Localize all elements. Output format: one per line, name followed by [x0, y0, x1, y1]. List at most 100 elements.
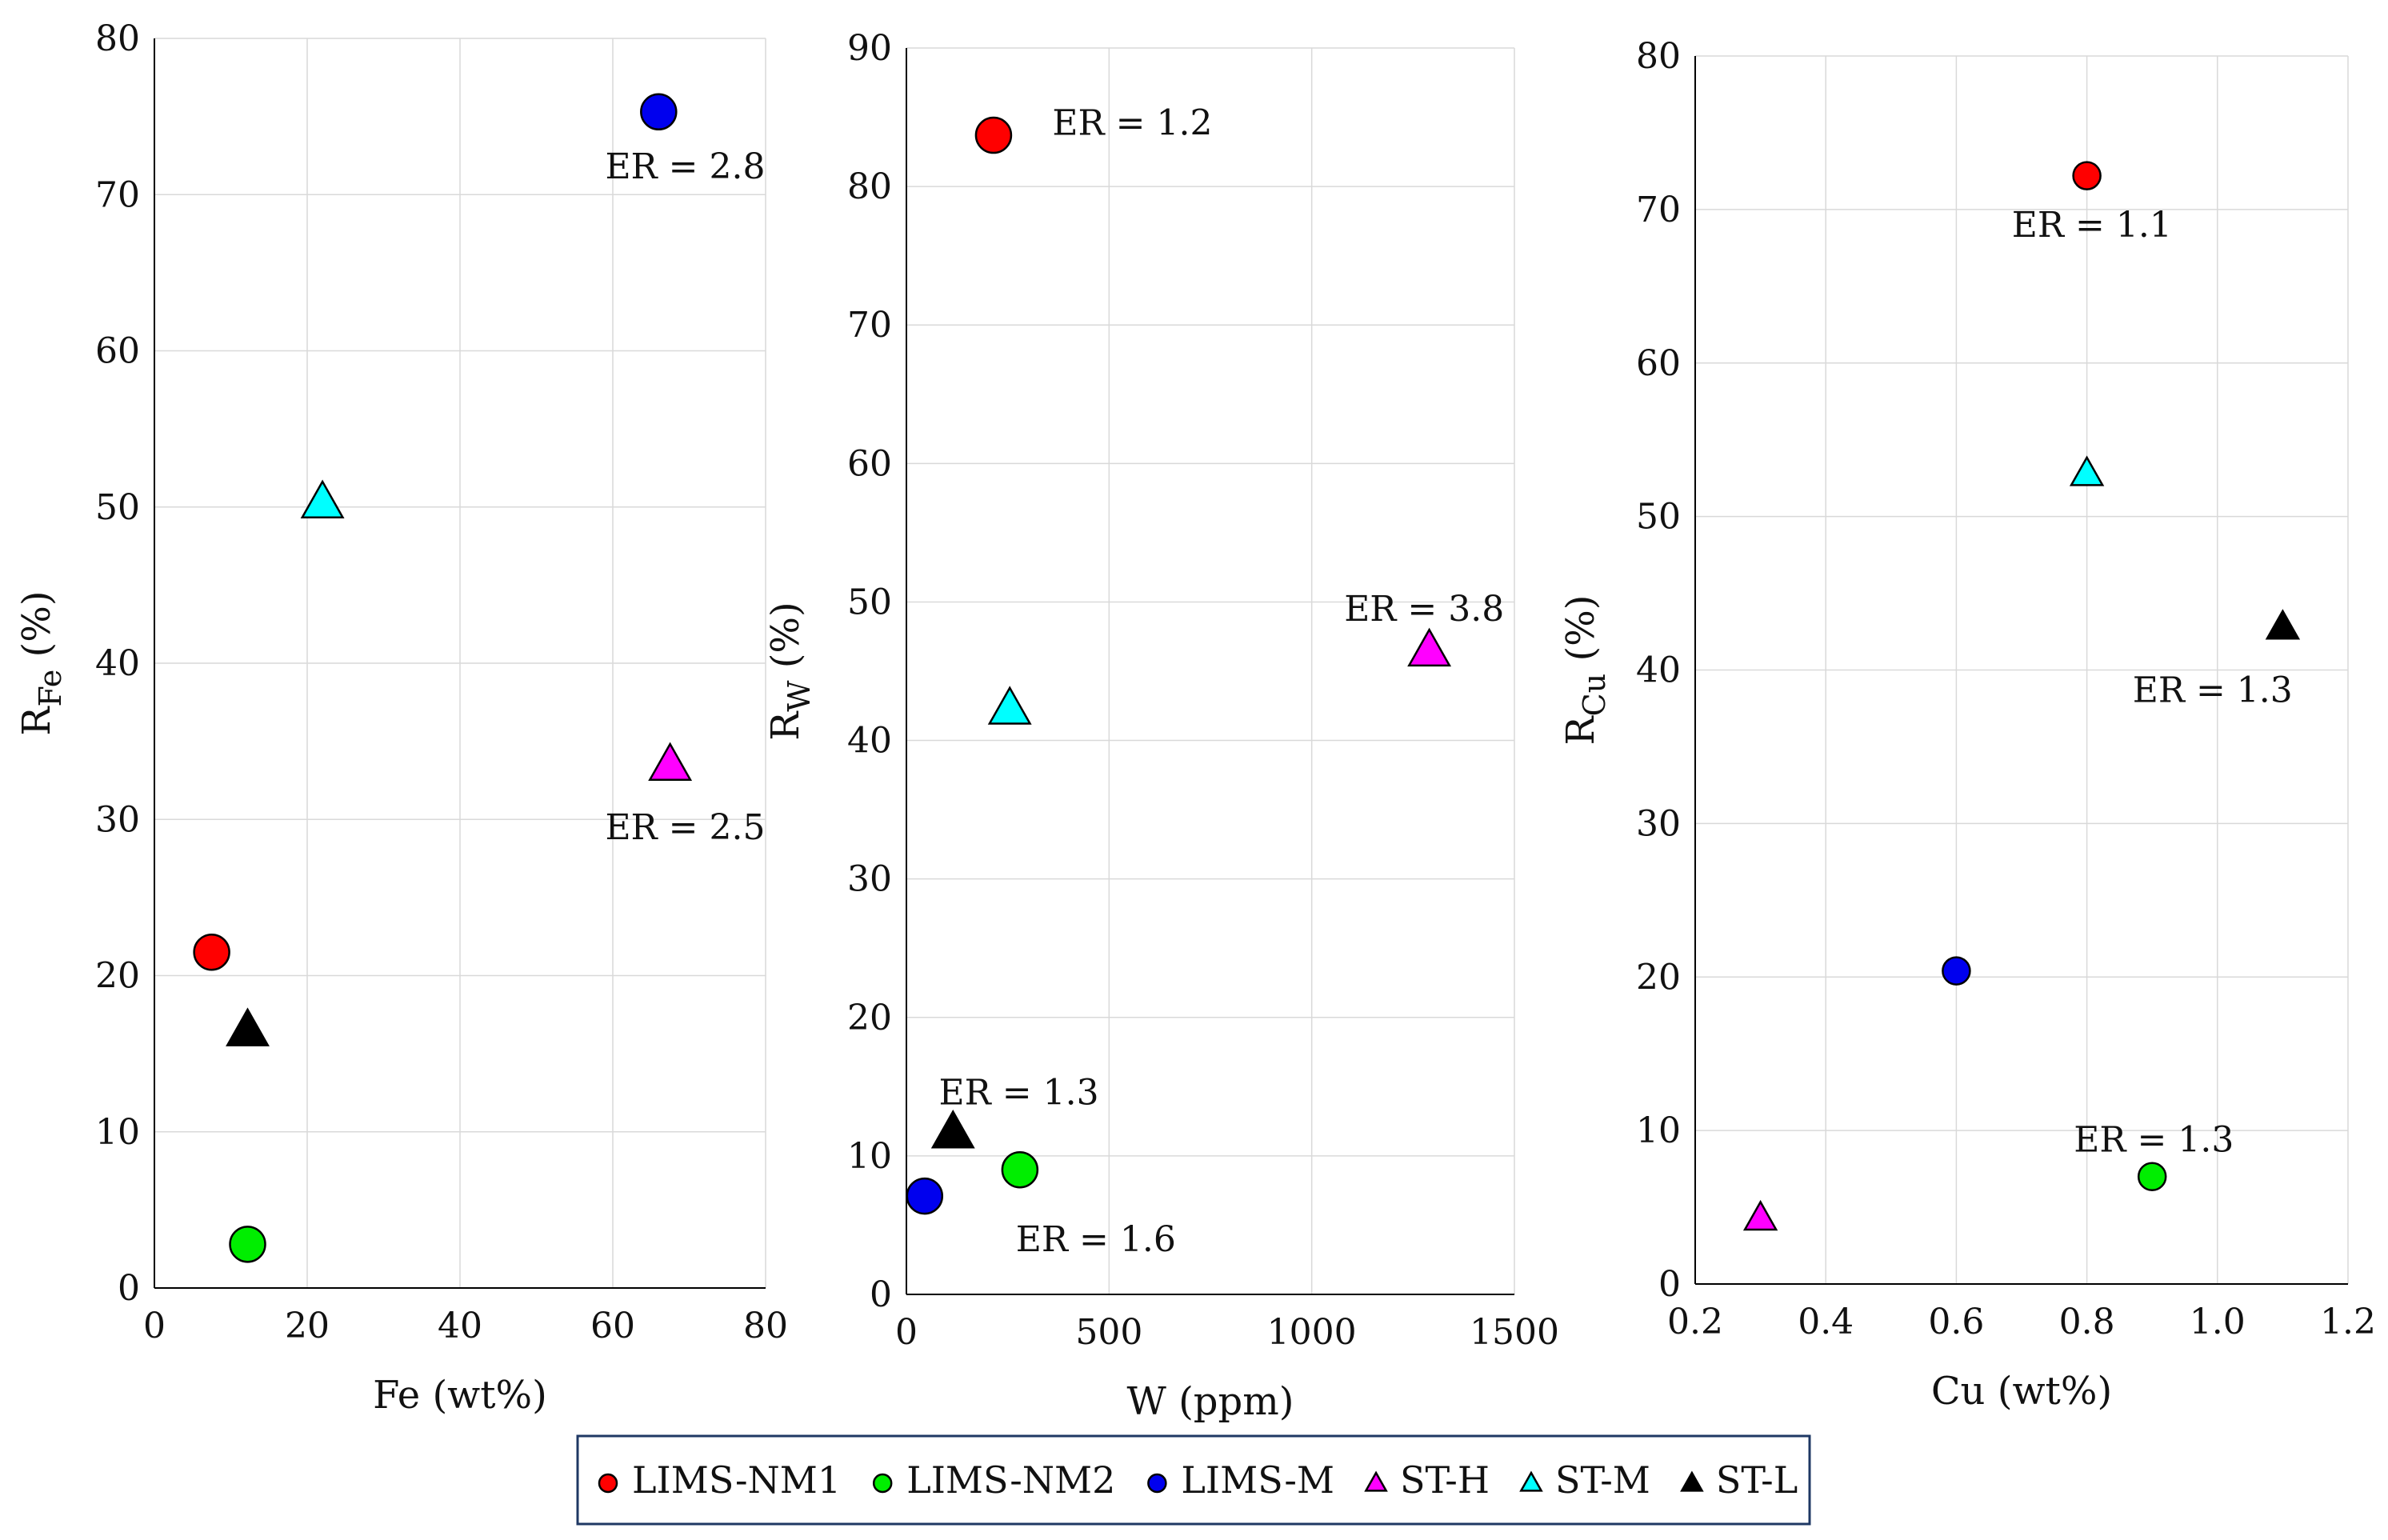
legend-marker-lims-nm1 [598, 1473, 618, 1494]
x-tick-label: 1.0 [2190, 1302, 2246, 1342]
y-tick-label: 10 [847, 1136, 892, 1177]
x-tick-label: 500 [1075, 1312, 1142, 1353]
legend-marker-lims-nm2 [872, 1473, 893, 1494]
y-tick-label: 60 [95, 331, 140, 372]
point-st-h [1742, 1199, 1778, 1231]
y-tick-label: 40 [95, 643, 140, 684]
point-lims-nm2 [229, 1226, 266, 1263]
x-tick-label: 20 [285, 1306, 330, 1346]
point-st-h [648, 742, 693, 781]
y-tick-label: 60 [847, 443, 892, 484]
chart-panel-2: 0 500 1000 1500 0 10 20 30 40 50 60 70 80 90 W (ppm) RW… [763, 28, 1559, 1424]
legend-marker-lims-m [1147, 1473, 1167, 1494]
y-axis-label-unit: (%) [763, 602, 808, 680]
y-axis-label-unit: (%) [1558, 594, 1603, 673]
y-tick-label: 70 [95, 174, 140, 215]
x-axis-label: Cu (wt%) [1931, 1369, 2112, 1414]
y-axis-label-subscript: Cu [1577, 674, 1612, 717]
point-st-l [930, 1110, 975, 1149]
point-st-l [2265, 609, 2301, 640]
er-annotation: ER = 1.3 [2133, 670, 2293, 710]
y-axis-label: RW (%) [763, 602, 817, 741]
y-tick-label: 50 [847, 582, 892, 622]
point-lims-m [640, 93, 678, 131]
x-tick-label: 0 [895, 1312, 918, 1353]
y-axis-label-base: R [763, 710, 808, 741]
x-tick-label: 0 [143, 1306, 166, 1346]
y-tick-label: 50 [1636, 497, 1681, 538]
y-tick-label: 0 [118, 1268, 140, 1309]
x-tick-label: 80 [743, 1306, 788, 1346]
point-lims-nm1 [193, 933, 230, 971]
legend-item-st-l: ST-L [1680, 1458, 1798, 1502]
x-tick-label: 0.6 [1928, 1302, 1984, 1342]
y-tick-label: 40 [847, 721, 892, 762]
legend-label: ST-L [1716, 1458, 1798, 1502]
y-tick-label: 10 [95, 1112, 140, 1153]
point-lims-m [1942, 956, 1971, 986]
legend-item-st-h: ST-H [1364, 1458, 1490, 1502]
legend-marker-st-h [1364, 1470, 1388, 1492]
x-axis-label: W (ppm) [1126, 1379, 1294, 1424]
y-tick-label: 0 [1658, 1264, 1681, 1305]
point-lims-nm1 [974, 116, 1013, 154]
legend-item-lims-nm1: LIMS-NM1 [598, 1458, 841, 1502]
legend-item-lims-nm2: LIMS-NM2 [872, 1458, 1115, 1502]
legend-label: LIMS-NM1 [632, 1458, 841, 1502]
legend-label: ST-M [1555, 1458, 1650, 1502]
legend-label: LIMS-M [1181, 1458, 1334, 1502]
chart-panel-3: 0.2 0.4 0.6 0.8 1.0 1.2 0 10 20 30 40 50 60 70 80 Cu (w… [1558, 36, 2376, 1414]
legend-label: LIMS-NM2 [906, 1458, 1115, 1502]
y-tick-label: 30 [95, 799, 140, 840]
y-tick-label: 80 [95, 18, 140, 59]
legend-item-lims-m: LIMS-M [1147, 1458, 1334, 1502]
y-tick-label: 10 [1636, 1110, 1681, 1151]
x-tick-label: 60 [590, 1306, 635, 1346]
legend-marker-st-l [1680, 1470, 1704, 1492]
x-tick-label: 0.2 [1667, 1302, 1723, 1342]
y-tick-label: 40 [1636, 650, 1681, 691]
er-annotation: ER = 1.3 [939, 1072, 1099, 1113]
x-tick-label: 0.4 [1798, 1302, 1854, 1342]
x-tick-label: 0.8 [2059, 1302, 2115, 1342]
x-tick-label: 1.2 [2320, 1302, 2376, 1342]
y-tick-label: 80 [847, 166, 892, 207]
y-tick-label: 20 [847, 998, 892, 1038]
er-annotation: ER = 1.3 [2074, 1120, 2234, 1161]
x-tick-label: 1000 [1267, 1312, 1357, 1353]
y-axis-label-base: R [1558, 715, 1603, 746]
y-axis-label-subscript: W [782, 681, 817, 712]
y-axis-label: RCu (%) [1558, 594, 1612, 745]
legend-item-st-m: ST-M [1519, 1458, 1650, 1502]
legend-box [576, 1434, 1811, 1526]
er-annotation: ER = 1.6 [1016, 1219, 1176, 1260]
y-axis-label-subscript: Fe [33, 670, 68, 707]
point-lims-nm2 [1001, 1150, 1039, 1189]
y-tick-label: 60 [1636, 343, 1681, 384]
y-tick-label: 50 [95, 487, 140, 528]
x-tick-label: 1500 [1470, 1312, 1559, 1353]
er-annotation: ER = 2.5 [605, 807, 765, 848]
point-st-m [300, 479, 345, 518]
legend-marker-st-m [1519, 1470, 1543, 1492]
er-annotation: ER = 1.1 [2012, 205, 2172, 246]
er-annotation: ER = 2.8 [605, 146, 765, 187]
point-st-h [1407, 627, 1452, 667]
y-axis-label-base: R [14, 706, 59, 736]
y-tick-label: 20 [95, 956, 140, 997]
y-tick-label: 70 [1636, 190, 1681, 230]
legend: LIMS-NM1 LIMS-NM2 LIMS-M ST-H ST-M ST-L [576, 1434, 1811, 1526]
y-tick-label: 80 [1636, 36, 1681, 77]
point-st-m [987, 686, 1032, 725]
y-tick-label: 30 [1636, 803, 1681, 844]
y-tick-label: 90 [847, 28, 892, 69]
legend-label: ST-H [1400, 1458, 1490, 1502]
x-tick-label: 40 [438, 1306, 482, 1346]
er-annotation: ER = 3.8 [1344, 589, 1504, 630]
point-st-m [2069, 455, 2105, 486]
chart-panel-1: 0 20 40 60 80 0 10 20 30 40 50 60 70 80 Fe (wt%) RFe (%… [14, 18, 788, 1418]
y-tick-label: 30 [847, 859, 892, 900]
point-st-l [226, 1007, 270, 1046]
